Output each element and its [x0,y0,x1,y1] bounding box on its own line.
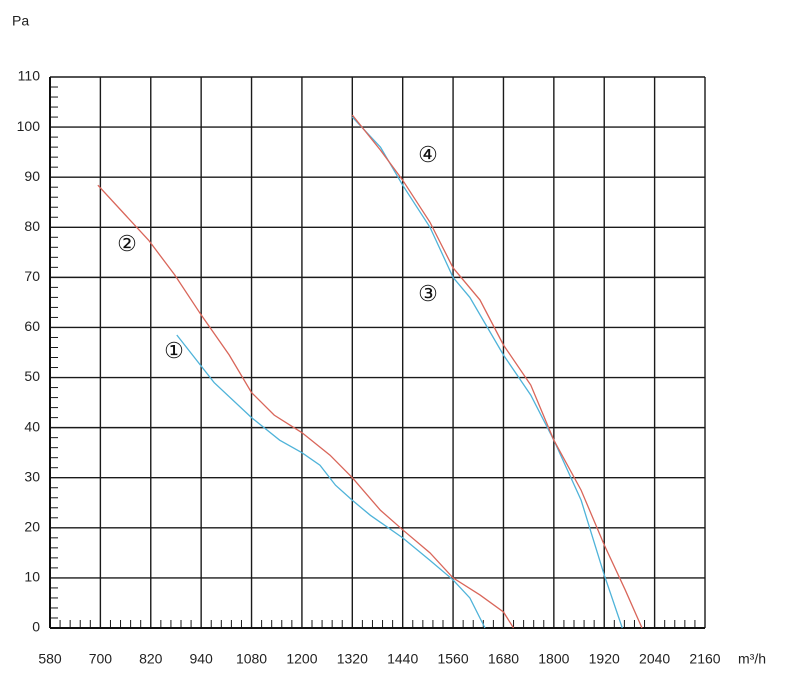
series-label: ① [164,339,184,364]
y-tick-label: 110 [18,68,41,84]
x-tick-label: 940 [189,651,213,667]
y-tick-label: 60 [24,318,40,334]
series-line [176,334,486,629]
y-tick-label: 100 [17,118,41,134]
x-tick-label: 700 [89,651,113,667]
y-tick-label: 70 [24,268,40,284]
x-tick-label: 1320 [337,651,368,667]
y-tick-label: 10 [24,569,40,585]
x-tick-label: 1200 [286,651,317,667]
series-label: ③ [418,282,438,307]
x-tick-label: 580 [38,651,62,667]
series-line [351,116,623,629]
x-tick-label: 1680 [488,651,519,667]
x-tick-label: 1560 [437,651,468,667]
y-tick-label: 80 [24,218,40,234]
x-axis-label: m³/h [738,651,766,667]
y-tick-label: 30 [24,468,40,484]
x-tick-label: 1080 [236,651,267,667]
x-tick-label: 1920 [589,651,620,667]
series-line [97,184,515,629]
y-tick-label: 40 [24,418,40,434]
y-tick-label: 50 [24,368,40,384]
series-line [351,114,643,629]
series-label: ④ [418,143,438,168]
x-tick-label: 820 [139,651,163,667]
y-tick-label: 20 [24,519,40,535]
y-tick-label: 0 [32,619,40,635]
x-tick-label: 2040 [639,651,670,667]
series-label: ② [117,232,137,257]
x-tick-label: 2160 [689,651,720,667]
y-axis-label: Pa [12,13,29,29]
x-tick-label: 1800 [538,651,569,667]
y-tick-label: 90 [24,168,40,184]
x-tick-label: 1440 [387,651,418,667]
